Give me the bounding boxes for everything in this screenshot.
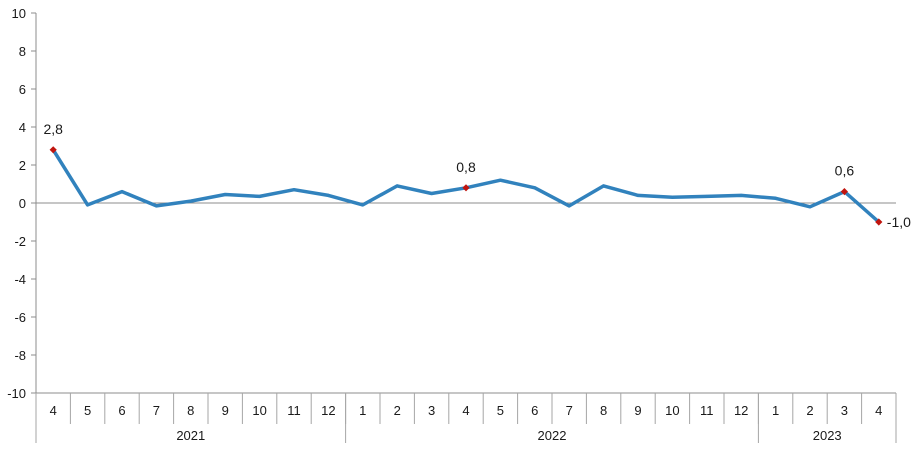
y-tick-label: 8 [19, 44, 26, 59]
data-point [498, 178, 502, 182]
x-tick-label: 5 [497, 403, 504, 418]
data-marker [462, 184, 470, 192]
x-tick-label: 2 [394, 403, 401, 418]
data-point [636, 193, 640, 197]
x-tick-label: 11 [287, 403, 301, 418]
data-point [602, 184, 606, 188]
x-tick-label: 1 [359, 403, 366, 418]
data-point [86, 203, 90, 207]
x-tick-label: 5 [84, 403, 91, 418]
y-tick-label: 0 [19, 196, 26, 211]
data-point [705, 194, 709, 198]
data-point [774, 196, 778, 200]
x-tick-label: 8 [600, 403, 607, 418]
x-tick-label: 12 [321, 403, 335, 418]
x-tick-label: 10 [665, 403, 679, 418]
year-label: 2023 [813, 428, 842, 443]
data-point [808, 205, 812, 209]
series-layer [49, 146, 883, 226]
x-tick-label: 3 [428, 403, 435, 418]
year-label: 2022 [538, 428, 567, 443]
data-label-layer: 2,8 0,8 0,6 -1,0 [43, 121, 911, 230]
x-tick-label: 2 [806, 403, 813, 418]
data-point [670, 195, 674, 199]
y-tick-label: -4 [14, 272, 26, 287]
x-tick-label: 1 [772, 403, 779, 418]
data-marker [49, 146, 57, 154]
data-point [326, 193, 330, 197]
data-marker [875, 218, 883, 226]
data-point [361, 203, 365, 207]
data-point [189, 199, 193, 203]
y-tick-label: 4 [19, 120, 26, 135]
x-tick-label: 4 [50, 403, 57, 418]
data-point [120, 190, 124, 194]
y-tick-label: 2 [19, 158, 26, 173]
data-label: -1,0 [887, 214, 911, 230]
x-tick-label: 9 [634, 403, 641, 418]
x-tick-label: 7 [566, 403, 573, 418]
y-tick-label: -2 [14, 234, 26, 249]
data-label: 2,8 [43, 121, 63, 137]
y-tick-label: -6 [14, 310, 26, 325]
x-tick-label: 4 [462, 403, 469, 418]
x-tick-label: 11 [700, 403, 714, 418]
data-marker [840, 188, 848, 196]
data-point [739, 193, 743, 197]
x-tick-label: 7 [153, 403, 160, 418]
x-tick-label: 9 [222, 403, 229, 418]
data-label: 0,8 [456, 159, 476, 175]
x-tick-label: 3 [841, 403, 848, 418]
data-point [223, 192, 227, 196]
y-tick-label: 10 [12, 6, 26, 21]
year-label: 2021 [176, 428, 205, 443]
x-tick-label: 4 [875, 403, 882, 418]
x-tick-label: 6 [531, 403, 538, 418]
x-tick-label: 6 [118, 403, 125, 418]
data-point [154, 204, 158, 208]
data-point [567, 204, 571, 208]
data-label: 0,6 [835, 163, 855, 179]
data-point [292, 188, 296, 192]
data-point [258, 194, 262, 198]
y-axis: 10 8 6 4 2 0 -2 -4 -6 -8 -10 [7, 6, 37, 401]
y-tick-label: -8 [14, 348, 26, 363]
data-point [395, 184, 399, 188]
x-tick-label: 12 [734, 403, 748, 418]
data-point [533, 186, 537, 190]
y-tick-label: -10 [7, 386, 26, 401]
x-tick-label: 8 [187, 403, 194, 418]
data-point [430, 192, 434, 195]
x-tick-label: 10 [252, 403, 266, 418]
y-tick-label: 6 [19, 82, 26, 97]
